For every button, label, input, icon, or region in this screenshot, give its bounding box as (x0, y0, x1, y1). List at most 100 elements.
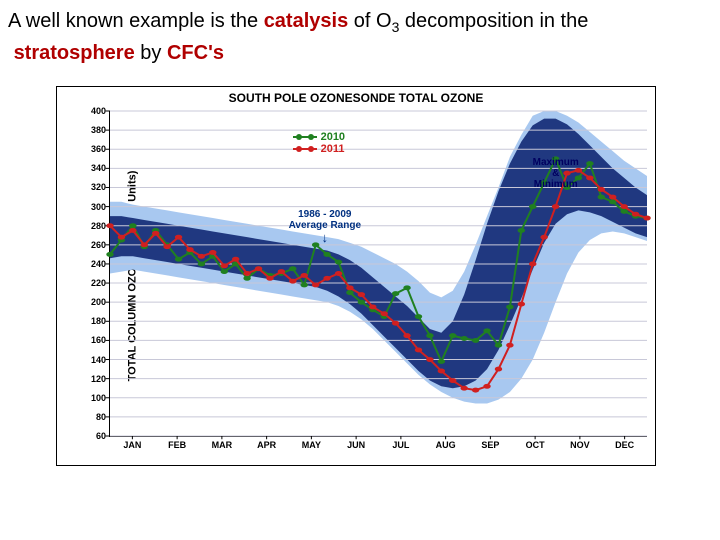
marker (324, 276, 330, 280)
marker (347, 286, 353, 290)
marker (210, 251, 216, 255)
y-tick: 80 (96, 412, 110, 422)
marker (221, 270, 227, 274)
y-tick: 300 (91, 202, 110, 212)
marker (530, 262, 536, 266)
marker (381, 312, 387, 316)
x-tick: OCT (526, 436, 545, 450)
marker (484, 329, 490, 333)
marker (587, 176, 593, 180)
legend: 20102011 (293, 131, 345, 155)
marker (335, 260, 341, 264)
intro-sentence: A well known example is the catalysis of… (0, 0, 720, 68)
marker (438, 369, 444, 373)
x-tick: APR (257, 436, 276, 450)
marker (461, 386, 467, 390)
marker (347, 291, 353, 295)
y-tick: 200 (91, 297, 110, 307)
marker (370, 305, 376, 309)
legend-label: 2011 (321, 143, 345, 155)
marker (267, 276, 273, 280)
marker (530, 205, 536, 209)
marker (404, 286, 410, 290)
x-tick: SEP (481, 436, 499, 450)
marker (301, 283, 307, 287)
marker (598, 195, 604, 199)
marker (221, 264, 227, 268)
y-tick: 240 (91, 259, 110, 269)
legend-swatch (293, 132, 317, 142)
text-by: by (135, 42, 167, 64)
marker (610, 195, 616, 199)
marker (518, 302, 524, 306)
marker (415, 348, 421, 352)
y-tick: 120 (91, 374, 110, 384)
marker (507, 305, 513, 309)
marker (427, 334, 433, 338)
y-tick: 380 (91, 125, 110, 135)
marker (152, 231, 158, 235)
marker (404, 334, 410, 338)
marker (312, 283, 318, 287)
marker (518, 229, 524, 233)
text-pre: A well known example is the (8, 10, 264, 32)
legend-swatch (293, 144, 317, 154)
marker (552, 205, 558, 209)
y-tick: 160 (91, 335, 110, 345)
y-tick: 360 (91, 144, 110, 154)
y-tick: 100 (91, 393, 110, 403)
marker (107, 252, 113, 256)
x-tick: JUN (347, 436, 365, 450)
marker (278, 270, 284, 274)
marker (232, 257, 238, 261)
marker (198, 254, 204, 258)
marker (198, 262, 204, 266)
marker (507, 343, 513, 347)
marker (438, 359, 444, 363)
marker (484, 384, 490, 388)
marker (415, 315, 421, 319)
marker (632, 212, 638, 216)
text-cfcs: CFC's (167, 42, 224, 64)
legend-row: 2010 (293, 131, 345, 143)
y-tick: 400 (91, 106, 110, 116)
y-tick: 280 (91, 221, 110, 231)
marker (130, 229, 136, 233)
marker (495, 343, 501, 347)
marker (610, 200, 616, 204)
marker (495, 367, 501, 371)
marker (541, 235, 547, 239)
marker (335, 272, 341, 276)
marker (141, 243, 147, 247)
x-tick: JUL (392, 436, 409, 450)
legend-label: 2010 (321, 131, 345, 143)
y-tick: 140 (91, 355, 110, 365)
y-tick: 180 (91, 316, 110, 326)
marker (392, 292, 398, 296)
x-tick: NOV (570, 436, 590, 450)
marker (244, 272, 250, 276)
legend-row: 2011 (293, 143, 345, 155)
x-tick: JAN (123, 436, 141, 450)
marker (461, 337, 467, 341)
marker (450, 379, 456, 383)
marker (164, 245, 170, 249)
marker (301, 273, 307, 277)
plot-area: 6080100120140160180200220240260280300320… (109, 111, 647, 437)
marker (598, 187, 604, 191)
marker (621, 209, 627, 213)
marker (392, 321, 398, 325)
marker (427, 358, 433, 362)
avg-range-label: 1986 - 2009Average Range↓ (289, 209, 361, 245)
ozone-chart: SOUTH POLE OZONESONDE TOTAL OZONE TOTAL … (56, 86, 656, 466)
x-tick: FEB (168, 436, 186, 450)
marker (175, 257, 181, 261)
x-tick: MAR (212, 436, 233, 450)
marker (255, 267, 261, 271)
y-tick: 220 (91, 278, 110, 288)
marker (621, 205, 627, 209)
marker (358, 300, 364, 304)
marker (472, 338, 478, 342)
marker (175, 235, 181, 239)
y-tick: 340 (91, 163, 110, 173)
